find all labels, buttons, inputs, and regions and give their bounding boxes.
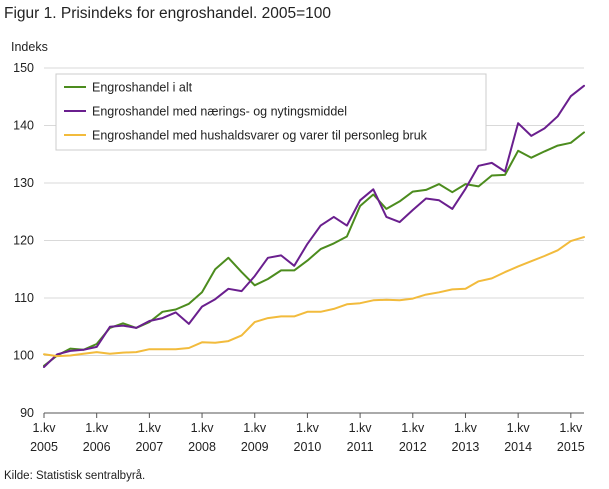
x-tick-label-year: 2013 [452,440,480,454]
y-tick-label: 90 [20,406,34,420]
legend-box [55,73,487,151]
y-tick-label: 110 [14,291,34,305]
x-tick-label-quarter: 1.kv [243,421,267,435]
legend-label: Engroshandel med hushaldsvarer og varer … [92,129,428,143]
x-tick-label-year: 2015 [557,440,585,454]
legend: Engroshandel i alt Engroshandel med nærin… [55,73,487,151]
series-line-2 [43,84,585,368]
x-tick-label-quarter: 1.kv [401,421,425,435]
x-tick-label-quarter: 1.kv [296,421,320,435]
y-tick-label: 140 [13,119,34,133]
x-tick-label-year: 2014 [504,440,532,454]
y-axis-label: Indeks [11,40,48,54]
x-tick-label-year: 2011 [347,440,374,454]
series-lines [43,84,585,368]
series-line-1 [43,131,585,367]
y-tick-labels: 90 100 110 120 130 140 150 [13,61,34,420]
x-tick-label-quarter: 1.kv [349,421,373,435]
legend-label: Engroshandel med nærings- og nytingsmidd… [92,105,347,119]
x-tick-label-year: 2012 [399,440,427,454]
y-tick-label: 120 [13,234,34,248]
x-tick-label-quarter: 1.kv [191,421,215,435]
x-tick-label-year: 2008 [188,440,216,454]
x-tick-label-quarter: 1.kv [138,421,162,435]
x-tick-label-year: 2010 [294,440,322,454]
x-tick-label-quarter: 1.kv [85,421,109,435]
x-tick-label-quarter: 1.kv [559,421,583,435]
x-tick-label-year: 2007 [135,440,163,454]
x-tick-label-quarter: 1.kv [507,421,531,435]
x-tick-label-year: 2006 [83,440,111,454]
series-line-3 [43,236,585,358]
y-tick-label: 100 [13,349,34,363]
x-tick-label-year: 2009 [241,440,269,454]
gridlines [44,67,584,414]
x-tick-label-quarter: 1.kv [454,421,478,435]
source-note: Kilde: Statistisk sentralbyrå. [4,470,146,482]
y-tick-label: 150 [13,61,34,75]
y-tick-label: 130 [13,176,34,190]
chart-title: Figur 1. Prisindeks for engroshandel. 20… [4,5,331,22]
x-tick-label-quarter: 1.kv [33,421,57,435]
x-axis: 1.kv 2005 1.kv 2006 1.kv 2007 1.kv 2008 1.kv 2009… [30,413,585,454]
legend-label: Engroshandel i alt [92,81,193,95]
x-tick-label-year: 2005 [30,440,58,454]
